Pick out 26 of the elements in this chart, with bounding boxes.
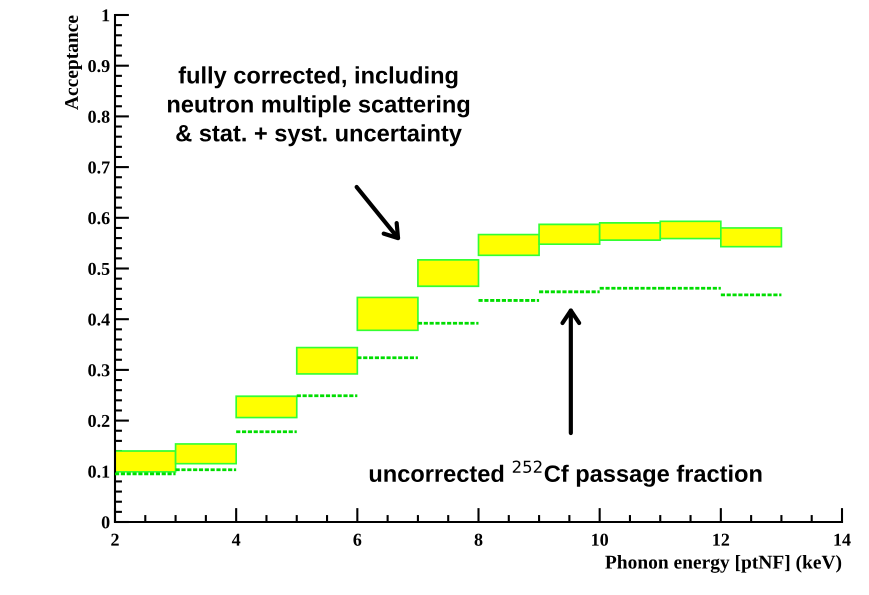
annotation: uncorrected $^{252}$Cf passage fraction bbox=[370, 460, 762, 487]
annotation: fully corrected, including neutron multiple scattering & stat. + syst. uncertainty bbox=[168, 66, 470, 146]
bar bbox=[235, 395, 298, 418]
y-axis-title: Acceptance bbox=[65, 16, 82, 110]
x-tick-label: 14 bbox=[834, 534, 851, 546]
y-tick-label: 1 bbox=[102, 9, 110, 22]
x-tick-label: 8 bbox=[474, 534, 482, 546]
y-tick-label: 0.9 bbox=[88, 60, 110, 72]
bar bbox=[417, 259, 480, 288]
x-tick-label: 12 bbox=[713, 534, 730, 546]
y-tick-label: 0.1 bbox=[88, 466, 110, 478]
y-tick-label: 0.5 bbox=[88, 262, 110, 276]
y-tick-label: 0.4 bbox=[88, 313, 110, 326]
x-tick-label: 2 bbox=[111, 534, 119, 546]
y-tick-label: 0.3 bbox=[88, 364, 110, 376]
x-axis-title: Phonon energy [ptNF] (keV) bbox=[605, 555, 842, 573]
x-tick-label: 10 bbox=[592, 534, 608, 546]
x-tick-label: 6 bbox=[353, 534, 362, 546]
y-tick-label: 0.7 bbox=[88, 161, 110, 174]
x-tick-label: 4 bbox=[232, 534, 240, 546]
bar bbox=[356, 296, 419, 332]
y-tick-label: 0 bbox=[102, 516, 110, 528]
bar bbox=[296, 346, 358, 375]
y-tick-label: 0.2 bbox=[88, 414, 110, 428]
y-tick-label: 0.6 bbox=[88, 212, 110, 224]
y-tick-label: 0.8 bbox=[88, 110, 110, 123]
